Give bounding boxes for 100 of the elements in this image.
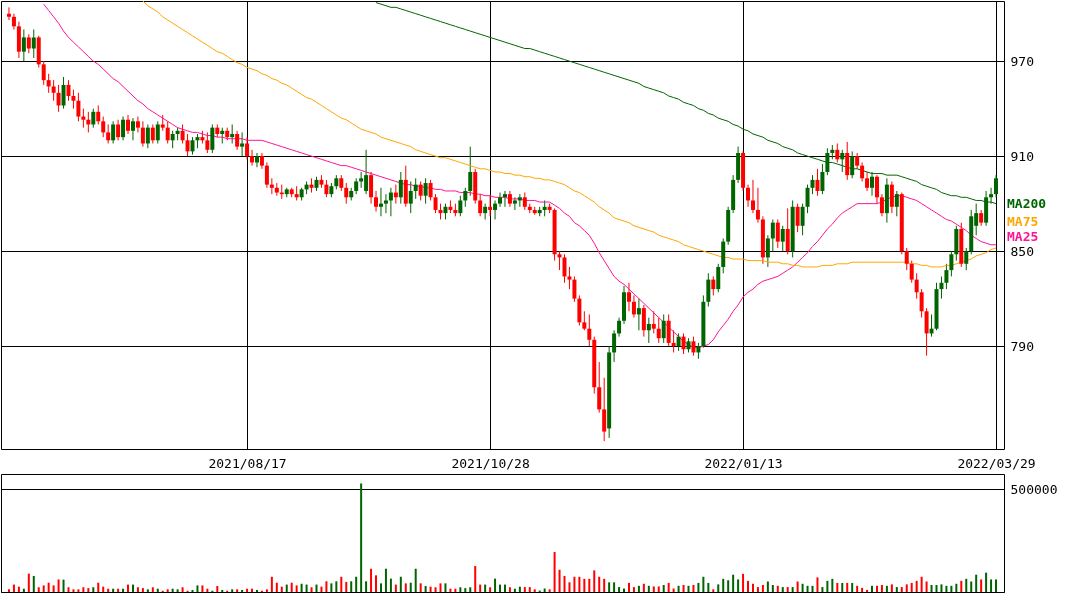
bar xyxy=(62,579,65,592)
bar xyxy=(479,584,482,592)
candlestick xyxy=(121,116,126,141)
candlestick xyxy=(250,149,255,167)
bar xyxy=(127,584,130,592)
candlestick xyxy=(6,6,11,21)
candlestick xyxy=(612,329,617,363)
bar xyxy=(310,587,313,592)
bar xyxy=(57,579,60,592)
bar xyxy=(399,576,402,592)
candlestick xyxy=(840,149,845,173)
candlestick xyxy=(949,250,954,277)
bar xyxy=(320,586,323,592)
candlestick xyxy=(666,313,671,347)
bar xyxy=(980,579,983,592)
candlestick xyxy=(567,266,572,290)
bar xyxy=(518,586,521,592)
bar xyxy=(593,570,596,592)
bar xyxy=(191,589,194,592)
bar xyxy=(196,585,199,592)
bar xyxy=(503,584,506,592)
x-tick-label: 2021/08/17 xyxy=(208,455,287,471)
bar xyxy=(647,585,650,592)
bar xyxy=(469,587,472,592)
bar xyxy=(637,585,640,592)
bar xyxy=(950,585,953,592)
bar xyxy=(880,585,883,592)
bar xyxy=(345,581,348,592)
candlestick xyxy=(636,298,641,331)
bar xyxy=(985,572,988,592)
bar xyxy=(360,483,363,592)
bar xyxy=(836,582,839,592)
bar xyxy=(732,574,735,592)
candlestick xyxy=(577,294,582,327)
bar xyxy=(573,576,576,592)
candlestick xyxy=(626,282,631,312)
candlestick xyxy=(56,84,61,113)
bar xyxy=(618,587,621,592)
bar xyxy=(727,580,730,592)
bar xyxy=(82,587,85,592)
candlestick xyxy=(825,147,830,176)
bar xyxy=(290,582,293,592)
candlestick xyxy=(458,195,463,217)
candlestick xyxy=(909,260,914,284)
bar xyxy=(687,585,690,592)
candlestick xyxy=(344,182,349,205)
bar xyxy=(856,585,859,592)
candlestick xyxy=(755,187,760,224)
candlestick xyxy=(145,123,150,149)
candlestick xyxy=(617,317,622,338)
bar xyxy=(528,587,531,592)
bar xyxy=(489,587,492,592)
y-tick-label: 910 xyxy=(1010,148,1034,164)
bar xyxy=(970,581,973,592)
bar xyxy=(945,585,948,592)
bar xyxy=(811,585,814,592)
candlestick xyxy=(795,203,800,233)
series-label: MA25 xyxy=(1007,228,1039,244)
bar xyxy=(613,582,616,592)
candlestick xyxy=(180,123,185,144)
candlestick xyxy=(671,329,676,353)
candlestick xyxy=(835,142,840,163)
candlestick xyxy=(631,294,636,319)
candlestick xyxy=(805,184,810,214)
bar xyxy=(17,586,20,592)
bar xyxy=(77,589,80,592)
bar xyxy=(940,584,943,592)
bar xyxy=(136,587,139,592)
bar xyxy=(201,585,204,592)
candlestick xyxy=(716,263,721,293)
bar xyxy=(920,576,923,592)
candlestick xyxy=(428,179,433,201)
bar xyxy=(409,582,412,592)
candlestick xyxy=(359,171,364,189)
candlestick xyxy=(130,117,135,141)
candlestick xyxy=(31,28,36,59)
candlestick xyxy=(894,190,899,217)
bar xyxy=(404,583,407,592)
bar xyxy=(871,585,874,592)
bar xyxy=(960,580,963,592)
bar xyxy=(568,582,571,592)
candlestick xyxy=(914,272,919,300)
y-tick-label: 500000 xyxy=(1010,481,1058,497)
candlestick xyxy=(924,307,929,357)
candlestick xyxy=(587,313,592,347)
bar xyxy=(672,588,675,592)
bar xyxy=(231,589,234,592)
bar xyxy=(265,589,268,592)
bar xyxy=(295,585,298,592)
bar xyxy=(379,583,382,592)
bar xyxy=(494,578,497,592)
candlestick xyxy=(383,193,388,214)
candlestick xyxy=(557,250,562,271)
bar xyxy=(866,589,869,592)
bar xyxy=(925,581,928,592)
bar xyxy=(717,584,720,592)
bar xyxy=(791,587,794,592)
candlestick xyxy=(61,76,66,110)
bar xyxy=(761,585,764,592)
bar xyxy=(608,582,611,592)
